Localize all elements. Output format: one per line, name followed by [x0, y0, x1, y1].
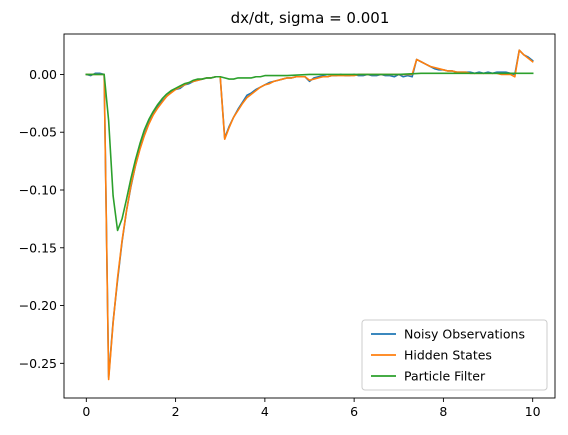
legend-label-hidden-states: Hidden States	[404, 348, 492, 363]
series-line-hidden-states	[85, 49, 534, 381]
y-tick-label: −0.25	[19, 356, 57, 371]
legend-label-noisy-observations: Noisy Observations	[404, 327, 525, 342]
legend-box	[361, 319, 548, 391]
y-tick-label: 0.00	[29, 67, 57, 82]
plot-area	[63, 33, 556, 399]
x-tick-label: 0	[82, 404, 90, 419]
legend: Noisy Observations Hidden States Particle …	[361, 319, 548, 391]
y-tick-label: −0.15	[19, 240, 57, 255]
x-axis: 0 2 4 6 8 10	[82, 398, 541, 419]
x-tick-label: 2	[172, 404, 180, 419]
y-tick-label: −0.20	[19, 298, 57, 313]
y-tick-label: −0.10	[19, 183, 57, 198]
legend-label-particle-filter: Particle Filter	[404, 369, 486, 384]
axes-frame	[63, 33, 556, 399]
chart-title: dx/dt, sigma = 0.001	[231, 9, 390, 27]
x-tick-label: 8	[439, 404, 447, 419]
y-axis: 0.00 −0.05 −0.10 −0.15 −0.20 −0.25	[19, 67, 64, 371]
x-tick-label: 4	[261, 404, 269, 419]
x-tick-label: 6	[350, 404, 358, 419]
series-line-particle-filter	[85, 72, 534, 232]
x-tick-label: 10	[525, 404, 541, 419]
y-tick-label: −0.05	[19, 125, 57, 140]
